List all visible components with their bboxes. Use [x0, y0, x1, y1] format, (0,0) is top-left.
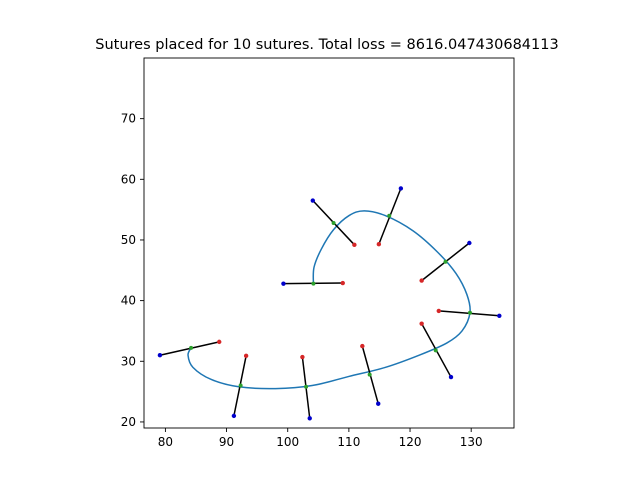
extraction-point	[497, 313, 502, 318]
plot-area	[157, 186, 502, 421]
extraction-point	[281, 281, 286, 286]
center-point	[311, 281, 316, 286]
extraction-point	[398, 186, 404, 191]
suture-6	[436, 308, 502, 318]
suture-5	[419, 321, 454, 380]
suture-3	[300, 354, 312, 421]
extraction-point	[231, 413, 237, 419]
x-tick-label: 130	[460, 435, 483, 449]
suture-2	[231, 353, 249, 419]
insertion-point	[436, 308, 441, 314]
extraction-point	[307, 416, 312, 421]
center-point	[189, 345, 194, 350]
insertion-point	[419, 321, 424, 326]
center-point	[238, 383, 243, 388]
center-point	[387, 213, 392, 218]
suture-10	[281, 280, 345, 286]
insertion-point	[340, 280, 345, 286]
x-tick-label: 110	[337, 435, 360, 449]
extraction-point	[467, 240, 472, 246]
x-tick-label: 80	[158, 435, 173, 449]
axes: 80 90 100 110 120 130 20 30 40 50 60 70	[121, 57, 515, 449]
suture-8	[376, 186, 404, 247]
center-point	[367, 372, 372, 377]
center-point	[433, 348, 438, 353]
y-tick-label: 40	[121, 294, 136, 308]
center-point	[331, 220, 336, 225]
insertion-point	[352, 242, 357, 248]
extraction-point	[310, 198, 315, 203]
suture-4	[360, 343, 381, 406]
x-tick-label: 120	[399, 435, 422, 449]
insertion-point	[360, 343, 365, 349]
center-point	[467, 310, 472, 315]
extraction-point	[157, 353, 163, 358]
insertion-point	[243, 353, 249, 359]
wound-curve	[187, 210, 471, 390]
suture-7	[419, 240, 472, 283]
axes-frame	[143, 57, 515, 429]
insertion-point	[300, 354, 305, 360]
x-tick-label: 100	[276, 435, 299, 449]
y-tick-label: 70	[121, 112, 136, 126]
insertion-point	[419, 278, 424, 283]
insertion-point	[376, 242, 382, 247]
suture-1	[157, 339, 222, 358]
y-tick-label: 30	[121, 354, 136, 368]
y-tick-label: 50	[121, 233, 136, 247]
extraction-point	[376, 401, 381, 406]
chart-title: Sutures placed for 10 sutures. Total los…	[95, 37, 558, 53]
suture-9	[310, 198, 357, 248]
center-point	[443, 259, 448, 264]
insertion-point	[217, 339, 222, 345]
y-tick-label: 20	[121, 415, 136, 429]
center-point	[304, 384, 309, 389]
y-tick-label: 60	[121, 172, 136, 186]
x-tick-label: 90	[219, 435, 234, 449]
extraction-point	[448, 374, 454, 380]
